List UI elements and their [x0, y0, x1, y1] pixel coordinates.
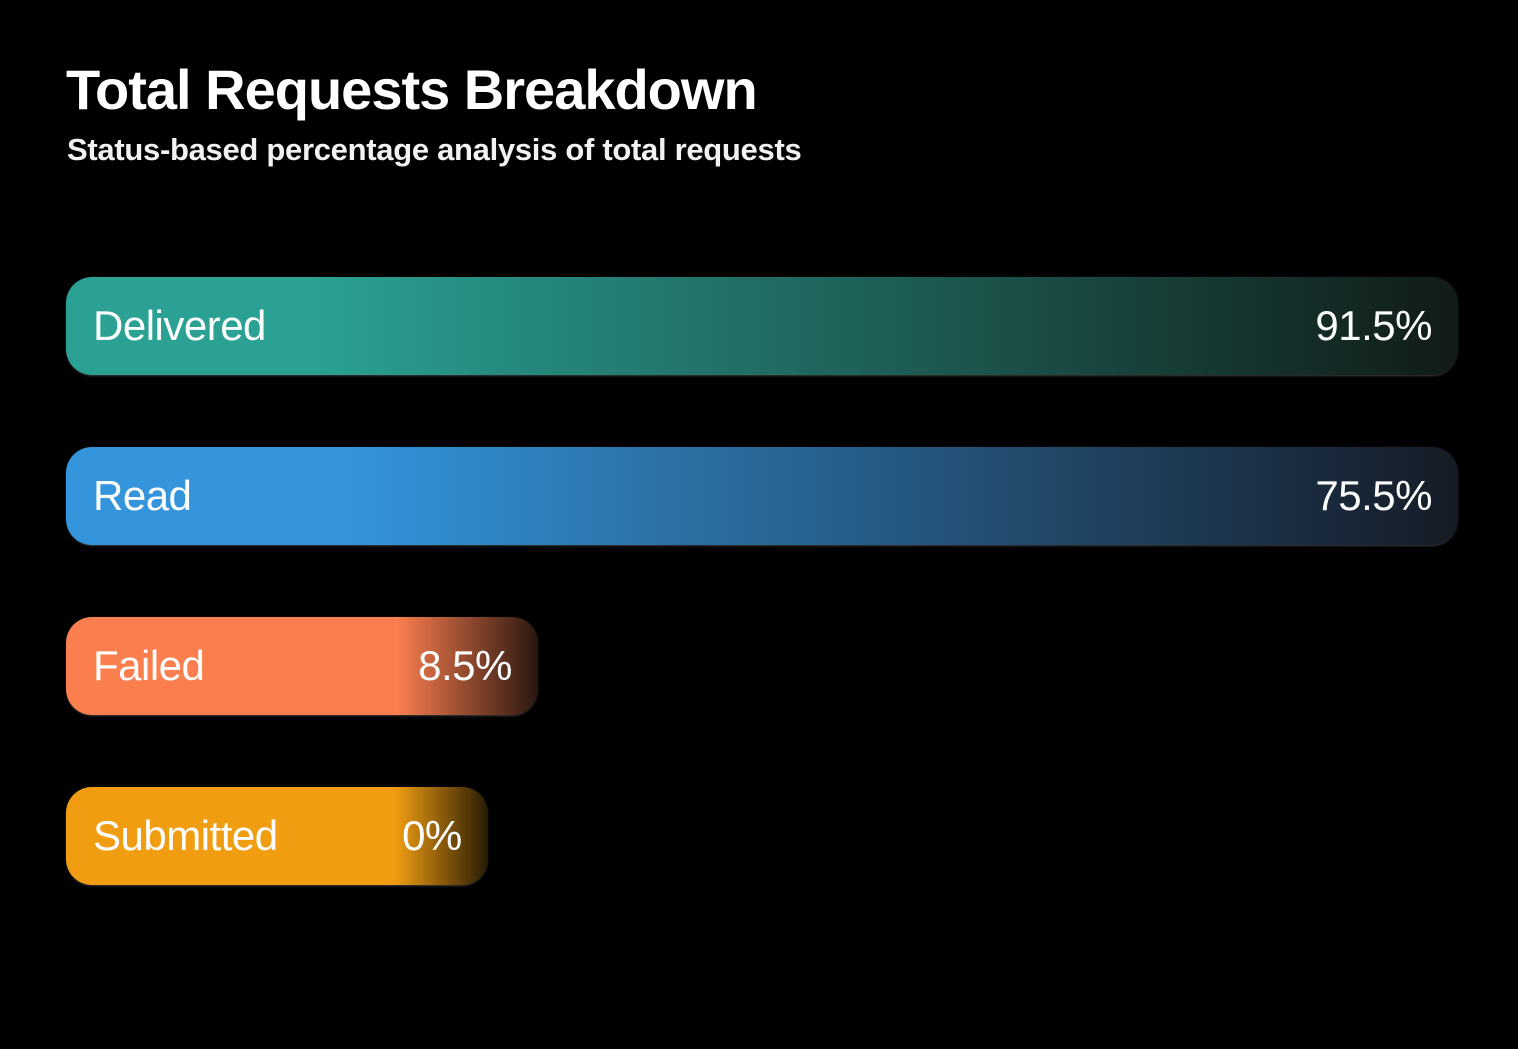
- bar-label-failed: Failed: [93, 642, 205, 689]
- bar-label-read: Read: [93, 472, 192, 519]
- bar-submitted: Submitted 0%: [66, 787, 488, 885]
- bar-value-delivered: 91.5%: [1315, 302, 1432, 349]
- bar-delivered: Delivered 91.5%: [66, 277, 1458, 375]
- bar-chart: Delivered 91.5% Read 75.5% Failed 8.5% S…: [66, 277, 1458, 957]
- bar-read: Read 75.5%: [66, 447, 1458, 545]
- chart-subtitle: Status-based percentage analysis of tota…: [67, 132, 802, 167]
- bar-value-submitted: 0%: [402, 812, 462, 859]
- chart-title: Total Requests Breakdown: [66, 58, 758, 121]
- bar-value-failed: 8.5%: [418, 642, 512, 689]
- bar-label-delivered: Delivered: [93, 302, 266, 349]
- bar-value-read: 75.5%: [1315, 472, 1432, 519]
- chart-header: Total Requests Breakdown Status-based pe…: [66, 58, 802, 167]
- bar-failed: Failed 8.5%: [66, 617, 538, 715]
- bar-label-submitted: Submitted: [93, 812, 278, 859]
